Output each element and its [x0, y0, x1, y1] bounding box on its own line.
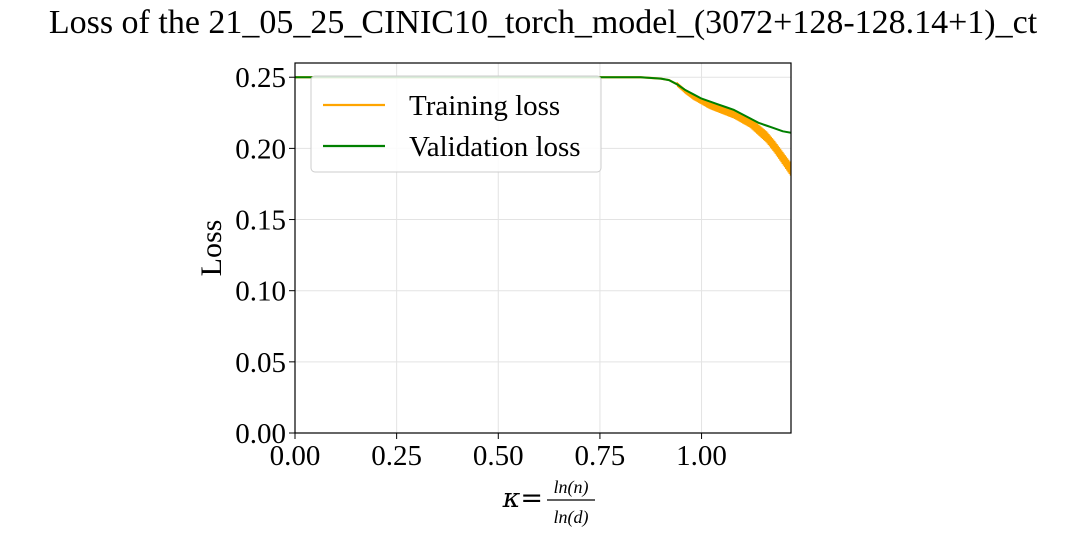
- y-axis-label: Loss: [195, 220, 228, 277]
- chart-title: Loss of the 21_05_25_CINIC10_torch_model…: [48, 4, 1038, 41]
- y-tick-label: 0.10: [235, 276, 286, 308]
- x-axis-label-numerator: ln(n): [554, 477, 589, 498]
- x-tick-label: 0.00: [270, 440, 321, 472]
- x-tick-label: 1.00: [676, 440, 727, 472]
- x-tick-label: 0.50: [473, 440, 524, 472]
- x-tick-label: 0.75: [575, 440, 626, 472]
- y-tick-label: 0.15: [235, 205, 286, 237]
- y-tick-label: 0.05: [235, 347, 286, 379]
- legend-label-validation-loss: Validation loss: [409, 131, 581, 163]
- axis-ticks: 0.00 0.25 0.50 0.75 1.00 0.00 0.05 0.10 0.15 0.20…: [235, 62, 727, 472]
- x-tick-label: 0.25: [371, 440, 422, 472]
- x-axis-label-denominator: ln(d): [554, 507, 589, 528]
- plot-area-frame: [294, 62, 792, 434]
- series-noise-training-loss: [676, 82, 791, 176]
- x-axis-label: κ= ln(n) ln(d): [502, 477, 595, 528]
- y-tick-label: 0.25: [235, 62, 286, 94]
- legend-label-training-loss: Training loss: [409, 90, 560, 122]
- y-tick-label: 0.20: [235, 133, 286, 165]
- y-tick-label: 0.00: [235, 418, 286, 450]
- x-axis-label-prefix: κ=: [502, 483, 543, 514]
- legend: Training loss Validation loss: [310, 75, 602, 173]
- legend-box: [310, 75, 602, 173]
